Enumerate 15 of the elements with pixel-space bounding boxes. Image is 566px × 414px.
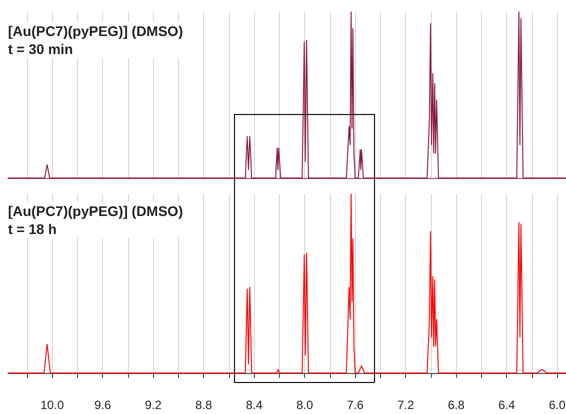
x-tick-label: 7.2 <box>397 398 414 412</box>
x-tick-label: 6.8 <box>448 398 465 412</box>
text: t = 18 h <box>8 221 57 237</box>
x-tick-label: 9.2 <box>144 398 162 412</box>
x-tick-label: 6.0 <box>548 398 566 412</box>
x-tick-label: 8.8 <box>195 398 212 412</box>
text: [Au(PC7)(pyPEG)] (DMSO) <box>8 23 183 39</box>
text: t = 30 min <box>8 41 73 57</box>
x-tick-label: 8.4 <box>246 398 263 412</box>
x-tick-label: 9.6 <box>94 398 112 412</box>
x-tick-label: 8.0 <box>296 398 314 412</box>
x-tick-label: 10.0 <box>40 398 64 412</box>
x-tick-label: 7.6 <box>346 398 364 412</box>
text: [Au(PC7)(pyPEG)] (DMSO) <box>8 203 183 219</box>
x-tick-label: 6.4 <box>498 398 516 412</box>
